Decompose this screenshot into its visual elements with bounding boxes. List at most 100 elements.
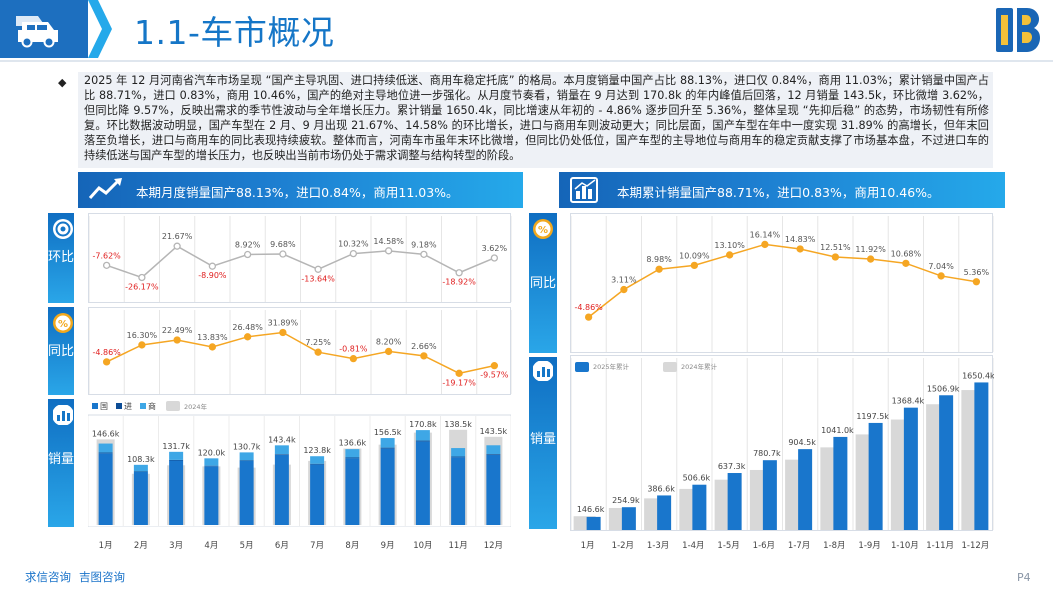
current-cum-bar xyxy=(657,495,672,530)
commercial-bar-segment xyxy=(133,464,148,472)
cumulative_yoy-data-label: 14.83% xyxy=(785,235,816,244)
monthly_mom-point xyxy=(314,265,322,273)
cum-data-label: 1041.0k xyxy=(821,426,854,435)
x-tick-label: 1-11月 xyxy=(926,541,954,551)
domestic-bar-segment xyxy=(345,458,360,525)
monthly_mom-data-label: -7.62% xyxy=(92,251,121,260)
bar-chart-icon xyxy=(533,361,553,381)
summary-text: 2025 年 12 月河南省汽车市场呈现 “国产主导巩固、进口持续低迷、商用车稳… xyxy=(84,74,989,162)
commercial-bar-segment xyxy=(380,438,395,448)
x-tick-label: 1-9月 xyxy=(858,541,880,551)
monthly_yoy-data-label: 13.83% xyxy=(197,333,228,342)
x-tick-label: 1-6月 xyxy=(753,541,775,551)
monthly_yoy-data-label: 26.48% xyxy=(232,323,263,332)
monthly_yoy-data-label: -19.17% xyxy=(442,378,476,387)
x-tick-label: 1-7月 xyxy=(788,541,810,551)
cumulative_yoy-data-label: -4.86% xyxy=(574,303,603,312)
cumulative_yoy-data-label: 8.98% xyxy=(646,255,672,264)
legend-swatch-prev-year xyxy=(166,401,180,411)
import-bar-segment xyxy=(380,447,395,449)
footer-link-jitu[interactable]: 吉图咨询 xyxy=(79,570,125,584)
side-label-cum-sales: 销量 xyxy=(529,432,556,447)
commercial-bar-segment xyxy=(415,430,430,441)
monthly_mom-data-label: 9.68% xyxy=(270,240,296,249)
cumulative_yoy-point xyxy=(902,259,910,267)
cumulative_yoy-data-label: 10.09% xyxy=(679,251,710,260)
bar-chart-icon xyxy=(570,177,598,203)
monthly_yoy-data-label: -4.86% xyxy=(92,348,121,357)
monthly_mom-point xyxy=(349,249,358,258)
legend-label: 2024年累计 xyxy=(681,362,718,371)
x-tick-label: 1-12月 xyxy=(961,541,989,551)
monthly_yoy-data-label: 16.30% xyxy=(127,331,158,340)
x-tick-label: 1-10月 xyxy=(891,541,919,551)
cumulative_yoy-data-label: 12.51% xyxy=(820,243,851,252)
monthly_mom-data-label: 14.58% xyxy=(373,237,404,246)
x-tick-label: 12月 xyxy=(484,541,503,551)
commercial-bar-segment xyxy=(486,445,501,455)
left-banner: 本期月度销量国产88.13%，进口0.84%，商用11.03%。 xyxy=(78,172,523,208)
current-cum-bar xyxy=(903,407,918,530)
monthly_mom-point xyxy=(455,269,463,277)
commercial-bar-segment xyxy=(98,443,113,453)
x-tick-label: 1月 xyxy=(99,541,113,551)
cumulative-x-axis: 1月 1-2月 1-3月 1-4月 1-5月 1-6月 1-7月 1-8月 1-9月 1-10月 1… xyxy=(581,541,990,551)
monthly_yoy-series-line xyxy=(106,331,495,375)
monthly_mom-series-line xyxy=(106,245,495,279)
cumulative_yoy-point xyxy=(725,251,734,259)
svg-text:%: % xyxy=(538,225,548,236)
sales-data-label: 108.3k xyxy=(127,455,155,464)
sales-data-label: 156.5k xyxy=(374,428,402,437)
side-tab-yoy: % 同比 xyxy=(48,307,74,395)
right-banner: 本期累计销量国产88.71%，进口0.83%，商用10.46%。 xyxy=(559,172,1005,208)
cumulative-sales-bar-chart: 2025年累计 2024年累计 146.6k 254.9k 386.6k 506.6k 63… xyxy=(570,358,995,530)
monthly_mom-point xyxy=(490,254,499,262)
current-cum-bar xyxy=(586,516,601,530)
cumulative_yoy-point xyxy=(655,265,663,273)
legend-swatch-current xyxy=(575,362,589,372)
domestic-bar-segment xyxy=(451,457,466,525)
current-cum-bar xyxy=(939,395,954,530)
monthly_mom-point xyxy=(102,261,111,270)
monthly_mom-data-label: 8.92% xyxy=(235,241,261,250)
x-tick-label: 1-4月 xyxy=(682,541,704,551)
domestic-bar-segment xyxy=(380,448,395,525)
cumulative_yoy-data-label: 5.36% xyxy=(964,268,990,277)
import-bar-segment xyxy=(169,459,184,461)
monthly_mom-data-label: -8.90% xyxy=(198,271,227,280)
monthly_yoy-point xyxy=(279,328,287,337)
import-bar-segment xyxy=(486,454,501,455)
commercial-bar-segment xyxy=(310,456,325,464)
domestic-bar-segment xyxy=(133,471,148,525)
monthly_mom-point xyxy=(384,247,393,255)
legend-swatch xyxy=(140,403,146,409)
sales-data-label: 143.5k xyxy=(480,427,508,436)
cum-sales-chart-panel: 2025年累计 2024年累计 146.6k 254.9k 386.6k 506.6k 63… xyxy=(570,355,995,531)
x-tick-label: 3月 xyxy=(169,541,183,551)
side-label-mom: 环比 xyxy=(48,250,75,265)
monthly_mom-point xyxy=(243,250,252,259)
x-tick-label: 10月 xyxy=(413,541,432,551)
right-banner-text: 本期累计销量国产88.71%，进口0.83%，商用10.46%。 xyxy=(617,185,940,200)
x-tick-label: 7月 xyxy=(310,541,324,551)
cumulative-yoy-line-chart: -4.86% 3.11% 8.98% 10.09% 13.10% 16.14% 14.83%… xyxy=(570,216,995,352)
cum-data-label: 386.6k xyxy=(647,484,675,493)
x-tick-label: 6月 xyxy=(275,541,289,551)
current-cum-bar xyxy=(692,484,707,530)
monthly_yoy-data-label: -0.81% xyxy=(339,345,368,354)
sales-data-label: 138.5k xyxy=(444,420,472,429)
sales-data-label: 131.7k xyxy=(162,442,190,451)
footer-link-qiuxin[interactable]: 求信咨询 xyxy=(25,570,71,584)
legend-label: 进 xyxy=(124,402,132,411)
legend-label: 2024年 xyxy=(184,402,208,411)
cum-data-label: 1650.4k xyxy=(962,371,994,380)
side-tab-cum-yoy: % 同比 xyxy=(529,213,557,353)
header-arrow-band xyxy=(88,0,112,58)
monthly_yoy-point xyxy=(102,358,111,366)
summary-box xyxy=(78,72,993,168)
cumulative_yoy-point xyxy=(831,253,840,261)
monthly_yoy-point xyxy=(490,362,499,370)
cumulative_yoy-data-label: 13.10% xyxy=(714,241,745,250)
domestic-bar-segment xyxy=(239,461,254,525)
